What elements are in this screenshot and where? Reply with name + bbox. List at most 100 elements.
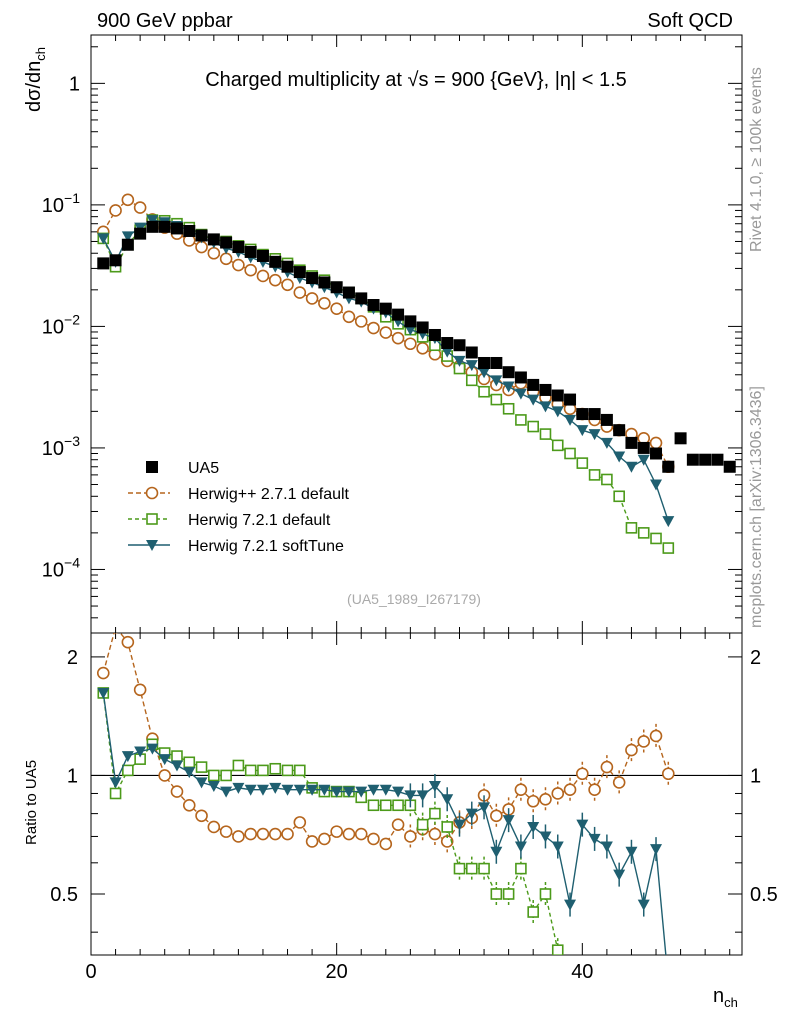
main-ytick-label: 10−4 [42, 554, 80, 581]
main-point [220, 236, 233, 249]
ratio-point [600, 841, 613, 853]
main-point [649, 436, 663, 450]
main-point [539, 428, 552, 440]
ratio-point [465, 808, 478, 820]
main-point [478, 385, 490, 398]
legend-marker [146, 513, 158, 525]
main-point [256, 249, 269, 262]
ratio-point [551, 787, 565, 800]
ratio-point [207, 781, 220, 793]
ratio-point [293, 784, 306, 796]
ratio-ytick-label: 2 [67, 647, 78, 669]
main-point [662, 542, 675, 554]
ratio-point [392, 786, 405, 798]
ratio-point [441, 821, 454, 833]
main-point [146, 215, 159, 227]
main-point [392, 308, 405, 321]
ratio-point [428, 827, 442, 841]
ratio-point [244, 764, 257, 777]
main-point [662, 460, 675, 473]
main-point [305, 292, 319, 305]
ratio-point [576, 819, 589, 831]
ratio-point [121, 635, 135, 649]
ratio-point [232, 782, 245, 794]
main-point [465, 374, 478, 387]
main-point [502, 381, 515, 393]
main-point [268, 273, 282, 287]
main-point [354, 315, 368, 328]
ratio-point [576, 767, 589, 781]
ratio-point [269, 782, 282, 794]
main-point [379, 326, 393, 339]
main-point [183, 224, 196, 237]
main-ytick-label: 1 [69, 73, 80, 95]
legend-entry: UA5 [146, 460, 219, 477]
main-point [342, 286, 355, 299]
ratio-point [453, 819, 466, 831]
ratio-series-line [102, 633, 669, 845]
ratio-point [588, 833, 601, 845]
plot-title: Charged multiplicity at √s = 900 {GeV}, … [205, 69, 627, 91]
ratio-ytick-label: 1 [67, 765, 78, 787]
ratio-series-line [102, 692, 559, 951]
ratio-point [662, 767, 675, 781]
main-point [232, 241, 245, 254]
ratio-ytick-label-right: 1 [750, 765, 761, 787]
ratio-point [662, 976, 674, 987]
main-point [674, 432, 687, 445]
legend-marker [145, 486, 159, 500]
ratio-point [600, 760, 614, 774]
ratio-point [490, 888, 503, 900]
ratio-point [305, 835, 319, 848]
ratio-panel-frame [90, 632, 743, 956]
ratio-point [502, 888, 515, 900]
ratio-point [539, 792, 552, 806]
main-point [650, 479, 663, 491]
ratio-point [637, 899, 650, 911]
main-point [293, 286, 307, 299]
ratio-point [539, 831, 552, 843]
ratio-point [195, 809, 208, 823]
legend-label: Herwig 7.2.1 default [188, 512, 331, 529]
ratio-point [109, 777, 122, 789]
ratio-point [183, 767, 196, 779]
main-point [711, 453, 724, 466]
main-point [97, 233, 110, 245]
main-point [514, 388, 527, 400]
ratio-point [416, 818, 429, 831]
ratio-point [514, 841, 527, 853]
main-point [133, 201, 147, 214]
main-point [600, 437, 613, 449]
main-point [281, 278, 294, 292]
main-point [527, 378, 540, 391]
main-point [588, 429, 601, 441]
main-point [318, 296, 331, 310]
main-point [97, 257, 110, 270]
ratio-point [379, 837, 393, 851]
ratio-point [367, 784, 380, 796]
main-point [416, 321, 429, 334]
main-point [502, 402, 515, 415]
analysis-tag: (UA5_1989_I267179) [347, 591, 481, 607]
ratio-point [219, 825, 233, 838]
ratio-point [428, 781, 441, 793]
main-point [637, 454, 650, 466]
ratio-point [208, 769, 220, 782]
main-point [514, 371, 527, 384]
main-point [428, 328, 441, 341]
ratio-point [625, 743, 638, 757]
ratio-point [121, 751, 134, 763]
main-point [576, 425, 589, 437]
main-point [207, 246, 221, 260]
main-ylabel: dσ/dnch [23, 47, 48, 112]
main-point [465, 360, 478, 372]
ratio-point [281, 827, 294, 841]
main-point [539, 401, 552, 413]
ratio-point [170, 760, 183, 772]
ratio-point [122, 764, 134, 777]
main-point [232, 258, 245, 272]
ratio-point [379, 784, 392, 796]
ratio-xtick-label: 0 [85, 961, 96, 983]
ratio-ylabel: Ratio to UA5 [23, 760, 40, 845]
